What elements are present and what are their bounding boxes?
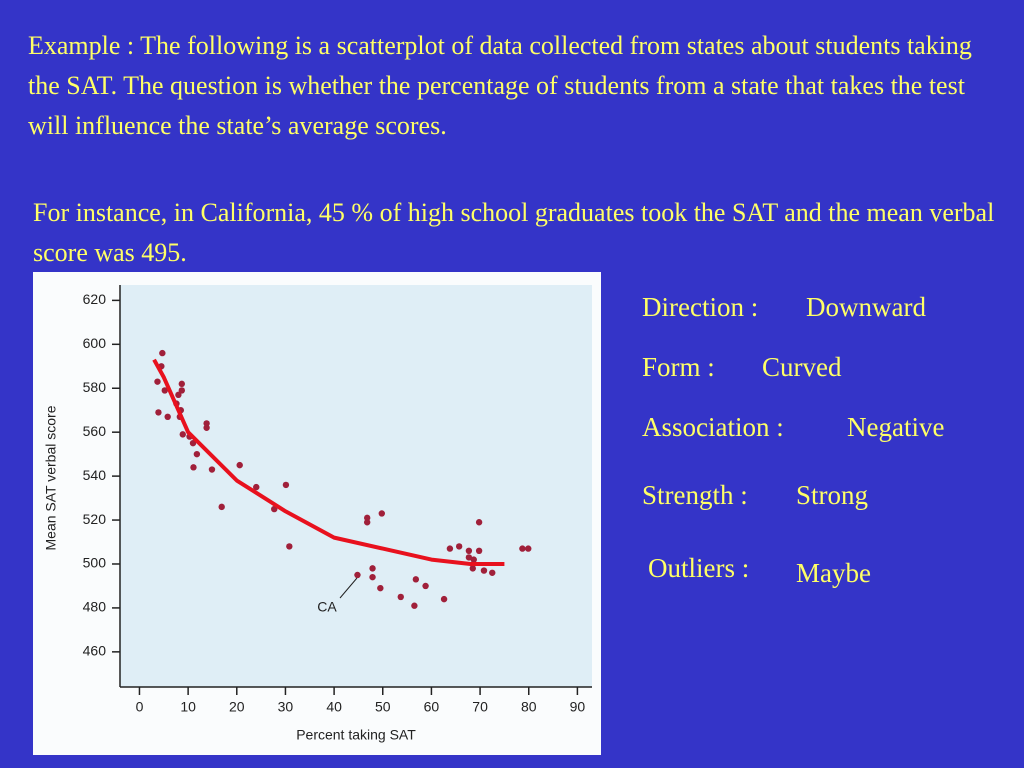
scatter-point <box>193 450 201 458</box>
scatter-point <box>363 514 371 522</box>
y-tick-label: 460 <box>83 643 107 659</box>
scatter-point <box>469 565 476 572</box>
scatter-point <box>236 461 243 469</box>
scatter-point <box>411 602 418 609</box>
y-axis-label: Mean SAT verbal score <box>43 405 59 550</box>
property-value: Strong <box>796 480 869 510</box>
plot-area <box>120 285 592 687</box>
scatter-point <box>378 510 385 517</box>
scatter-point <box>480 567 488 574</box>
scatter-point <box>377 584 384 592</box>
y-tick-label: 500 <box>83 555 107 571</box>
scatter-point <box>179 431 186 438</box>
scatter-point <box>155 409 162 416</box>
scatter-point <box>282 481 290 489</box>
x-tick-label: 10 <box>180 699 196 715</box>
property-value: Negative <box>847 412 945 442</box>
scatter-point <box>489 569 496 576</box>
scatter-point <box>286 543 293 550</box>
scatter-point <box>446 545 454 552</box>
property-label: Form : <box>642 352 715 382</box>
property-label: Strength : <box>642 480 748 510</box>
property-label: Outliers : <box>648 553 750 583</box>
scatter-point <box>465 554 473 561</box>
scatter-point <box>203 424 210 431</box>
annotation-pointer <box>339 577 358 599</box>
property-value: Downward <box>806 292 926 322</box>
scatter-point <box>253 483 260 491</box>
scatter-point <box>369 565 376 572</box>
x-tick-label: 50 <box>375 699 391 715</box>
property-label: Association : <box>642 412 784 442</box>
x-tick-label: 0 <box>136 699 144 715</box>
scatter-point <box>475 519 483 526</box>
y-tick-label: 600 <box>83 335 107 351</box>
x-tick-label: 90 <box>570 699 586 715</box>
annotation: CA <box>317 599 337 615</box>
scatter-point <box>440 595 448 603</box>
y-tick-label: 560 <box>83 423 107 439</box>
scatter-point <box>354 571 361 579</box>
scatter-point <box>159 349 166 357</box>
scatter-point <box>190 464 197 471</box>
property-value: Curved <box>762 352 842 382</box>
x-tick-label: 40 <box>326 699 342 715</box>
scatter-point <box>525 545 532 552</box>
scatter-point <box>178 387 185 394</box>
scatter-point <box>422 582 429 590</box>
scatter-point <box>161 387 168 394</box>
y-tick-label: 480 <box>83 599 107 615</box>
y-tick-label: 520 <box>83 511 107 527</box>
scatter-point <box>208 466 216 473</box>
paragraph: Example : The following is a scatterplot… <box>28 31 972 140</box>
x-tick-label: 20 <box>229 699 245 715</box>
property-label: Direction : <box>642 292 759 322</box>
scatter-point <box>519 545 526 552</box>
scatter-point <box>369 573 376 581</box>
scatter-point <box>397 593 404 601</box>
x-tick-label: 30 <box>278 699 294 715</box>
scatter-point <box>363 519 371 526</box>
y-tick-label: 580 <box>83 379 107 395</box>
scatter-point <box>475 547 483 555</box>
x-axis-label: Percent taking SAT <box>296 727 416 743</box>
y-tick-label: 540 <box>83 467 107 483</box>
property-value: Maybe <box>796 558 871 588</box>
paragraph: For instance, in California, 45 % of hig… <box>33 198 995 267</box>
scatter-point <box>470 556 477 563</box>
scatter-point <box>178 380 185 388</box>
x-tick-label: 80 <box>521 699 537 715</box>
scatter-point <box>218 503 225 511</box>
scatter-point <box>412 576 420 583</box>
scatter-point <box>164 413 171 421</box>
x-tick-label: 60 <box>424 699 440 715</box>
scatter-point <box>154 378 161 385</box>
scatter-point <box>189 439 197 447</box>
scatter-point <box>465 547 473 555</box>
x-tick-label: 70 <box>472 699 488 715</box>
scatter-point <box>175 391 182 399</box>
scatter-point <box>455 543 463 550</box>
fit-curve <box>152 358 505 566</box>
y-tick-label: 620 <box>83 291 107 307</box>
scatter-point <box>203 420 210 427</box>
